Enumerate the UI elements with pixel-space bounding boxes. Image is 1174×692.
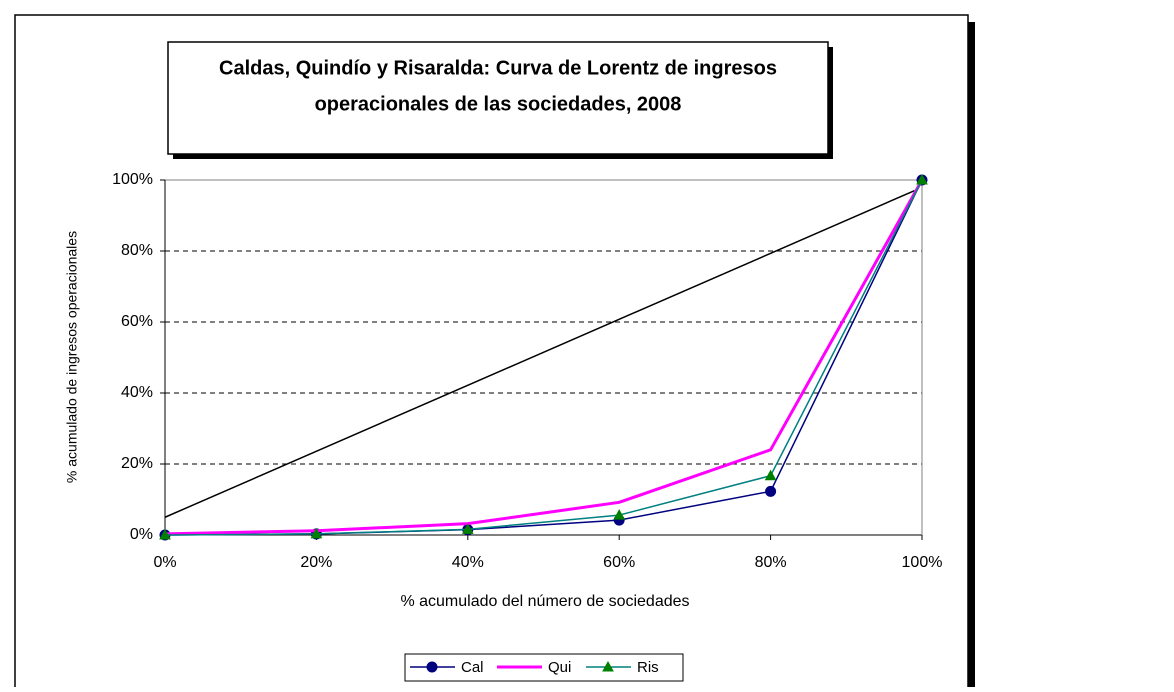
- point: [310, 527, 323, 539]
- y-tick-label: 100%: [112, 171, 153, 188]
- x-tick-label: 20%: [300, 554, 332, 571]
- x-axis-label: % acumulado del número de sociedades: [400, 593, 689, 610]
- y-tick-label: 80%: [121, 242, 153, 259]
- x-tick-label: 40%: [452, 554, 484, 571]
- y-axis-label: % acumulado de ingresos operacionales: [64, 231, 80, 483]
- title-box: [167, 41, 829, 155]
- legend-label: Ris: [637, 659, 659, 676]
- x-tick-label: 80%: [755, 554, 787, 571]
- y-tick-label: 40%: [121, 384, 153, 401]
- series-line: [164, 179, 923, 536]
- legend-marker: [602, 660, 614, 672]
- frame-shadow: [968, 22, 975, 692]
- point: [159, 528, 171, 540]
- point: [764, 469, 777, 481]
- series-line: [164, 179, 924, 536]
- legend-marker: [426, 661, 438, 673]
- x-tick-label: 60%: [603, 554, 635, 571]
- point: [613, 509, 626, 520]
- point: [765, 485, 777, 497]
- y-tick-label: 0%: [130, 526, 153, 543]
- chart-title: Caldas, Quindío y Risaralda: Curva de Lo…: [219, 57, 777, 79]
- y-tick-label: 20%: [121, 455, 153, 472]
- legend-label: Cal: [461, 659, 484, 676]
- equality-line: [164, 189, 915, 518]
- legend-label: Qui: [548, 659, 571, 676]
- chart-title: operacionales de las sociedades, 2008: [315, 93, 682, 115]
- point: [916, 173, 928, 185]
- point: [461, 523, 474, 534]
- x-tick-label: 100%: [902, 554, 943, 571]
- y-tick-label: 60%: [121, 313, 153, 330]
- x-tick-label: 0%: [153, 554, 176, 571]
